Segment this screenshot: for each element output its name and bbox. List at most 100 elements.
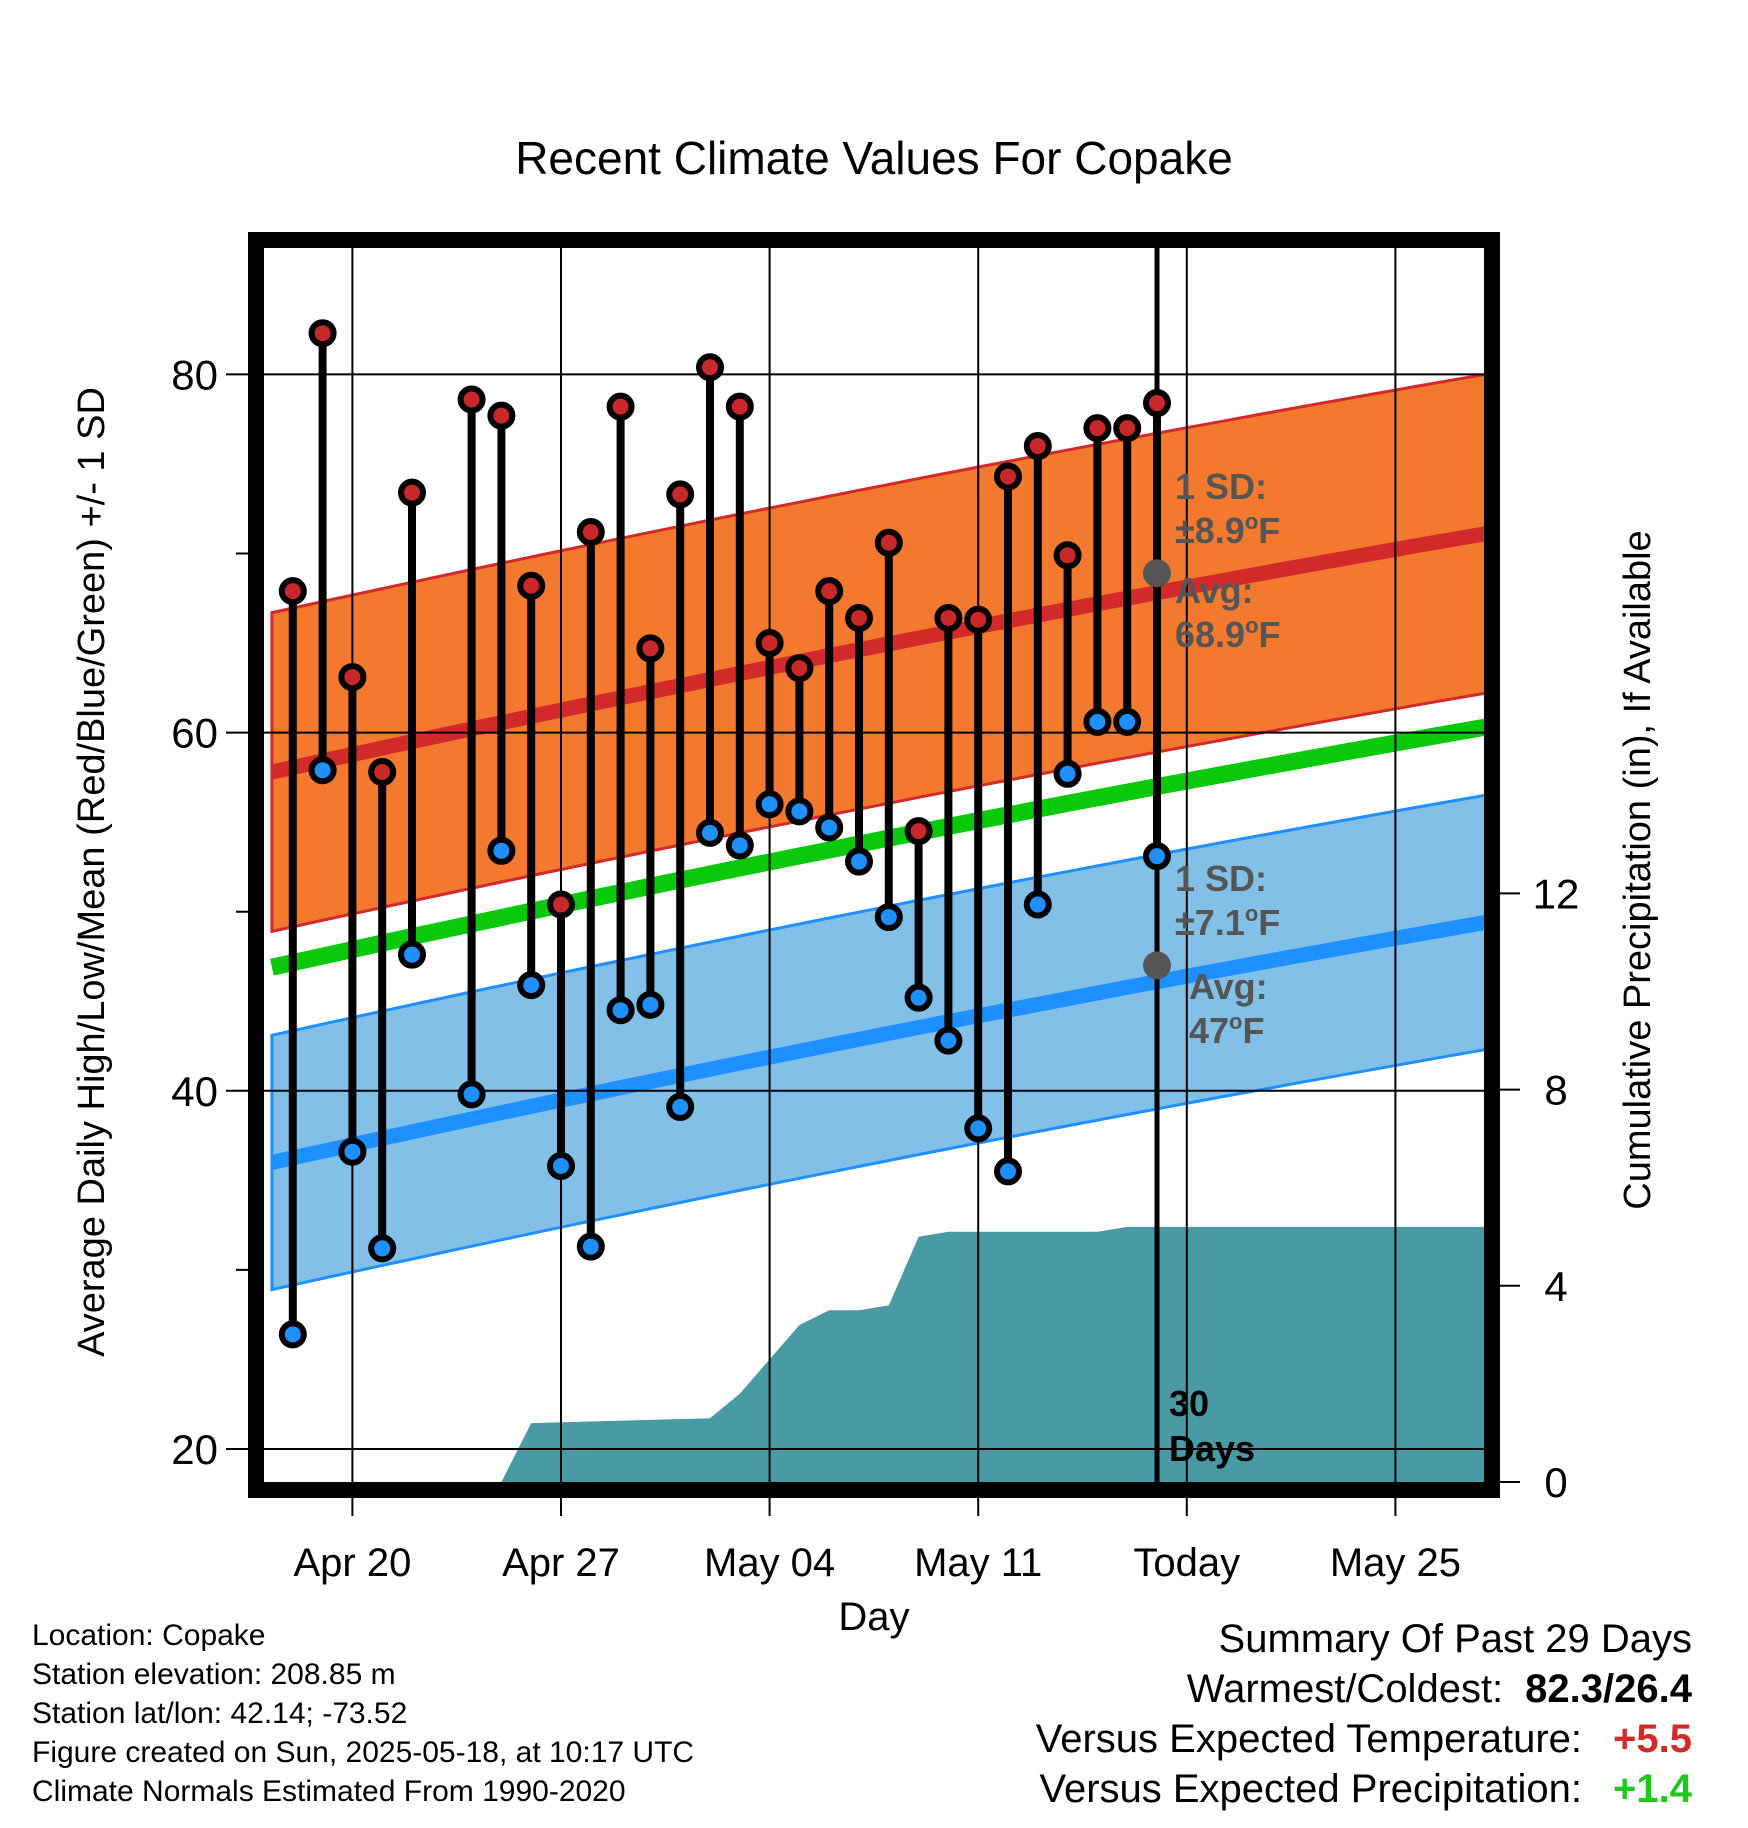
summary-precip-row: Versus Expected Precipitation: +1.4 — [1036, 1764, 1692, 1814]
low-avg-label: Avg: — [1189, 966, 1268, 1007]
low-point — [725, 831, 754, 860]
summary-panel: Summary Of Past 29 Days Warmest/Coldest:… — [1036, 1614, 1692, 1814]
plot-clip-group — [264, 248, 1484, 1482]
low-point — [576, 1232, 605, 1261]
summary-warmest-row: Warmest/Coldest: 82.3/26.4 — [1036, 1664, 1692, 1714]
high-point — [1113, 414, 1142, 443]
summary-title: Summary Of Past 29 Days — [1218, 1617, 1692, 1661]
x-tick-label: May 11 — [914, 1541, 1042, 1585]
y-tick-label: 60 — [171, 710, 218, 757]
low-point — [1113, 707, 1142, 736]
plot-frame — [248, 232, 1500, 1498]
low-point — [636, 990, 665, 1019]
today-high-avg-marker — [1143, 559, 1171, 588]
high-point — [576, 518, 605, 547]
low-point — [1053, 759, 1082, 788]
high-point — [725, 392, 754, 421]
high-avg-label: Avg: — [1175, 570, 1254, 611]
low-sd-label: 1 SD: — [1175, 858, 1267, 899]
station-info: Location: Copake Station elevation: 208.… — [32, 1616, 694, 1811]
high-point — [904, 817, 933, 846]
low-point — [606, 996, 635, 1025]
low-point — [934, 1026, 963, 1055]
y2-axis-label: Cumulative Precipitation (in), If Availa… — [1617, 530, 1659, 1209]
low-point — [368, 1234, 397, 1263]
y-tick-label: 80 — [171, 351, 218, 398]
high-point — [785, 654, 814, 683]
today-low-avg-marker — [1143, 951, 1171, 980]
y2-tick-label: 0 — [1544, 1459, 1567, 1506]
created-text: Figure created on Sun, 2025-05-18, at 10… — [32, 1736, 695, 1769]
temp-label: Versus Expected Temperature: — [1035, 1717, 1582, 1761]
low-avg-value: 47oF — [1189, 1009, 1265, 1051]
high-point — [845, 603, 873, 632]
low-point — [666, 1092, 695, 1121]
precip-label: Versus Expected Precipitation: — [1039, 1767, 1582, 1811]
low-point — [487, 836, 516, 865]
high-point — [755, 629, 784, 658]
high-point — [1083, 414, 1112, 443]
low-point — [696, 818, 724, 847]
x-tick-label: Today — [1133, 1541, 1240, 1585]
days-word-label: Days — [1169, 1428, 1255, 1469]
warmest-value: 82.3/26.4 — [1525, 1667, 1692, 1711]
days-count-label: 30 — [1169, 1383, 1209, 1424]
low-point — [338, 1137, 367, 1166]
low-point — [547, 1152, 575, 1181]
y-tick-label: 40 — [171, 1068, 218, 1115]
high-point — [1053, 541, 1082, 570]
high-avg-value: 68.9oF — [1175, 613, 1281, 655]
y-axis-label: Average Daily High/Low/Mean (Red/Blue/Gr… — [71, 387, 113, 1357]
y-tick-label: 20 — [171, 1426, 218, 1473]
high-point — [457, 385, 486, 414]
low-point — [278, 1320, 307, 1349]
x-tick-label: May 04 — [704, 1541, 835, 1585]
low-sd-value: ±7.1oF — [1175, 901, 1280, 943]
y2-tick-label: 8 — [1544, 1067, 1567, 1114]
low-point — [1083, 707, 1112, 736]
temp-value: +5.5 — [1613, 1717, 1692, 1761]
chart-title: Recent Climate Values For Copake — [515, 132, 1233, 184]
y2-tick-label: 4 — [1544, 1263, 1567, 1310]
x-tick-label: Apr 27 — [502, 1541, 620, 1585]
high-point — [666, 480, 695, 509]
high-point — [964, 605, 993, 634]
low-point — [755, 790, 784, 819]
low-point — [815, 813, 844, 842]
high-sd-label: 1 SD: — [1175, 466, 1267, 507]
latlon-text: Station lat/lon: 42.14; -73.52 — [32, 1697, 408, 1730]
low-point — [994, 1157, 1022, 1186]
high-sd-value: ±8.9oF — [1175, 509, 1280, 551]
elevation-text: Station elevation: 208.85 m — [32, 1658, 396, 1691]
precip-value: +1.4 — [1613, 1767, 1692, 1811]
precip-area — [501, 1226, 1484, 1482]
high-point — [1023, 432, 1052, 461]
high-point — [696, 353, 724, 382]
low-point — [457, 1080, 486, 1109]
low-point — [1023, 890, 1052, 919]
x-axis-label: Day — [838, 1595, 909, 1639]
low-mean-line — [270, 915, 1484, 1170]
high-point — [934, 603, 963, 632]
low-point — [308, 756, 337, 785]
y2-tick-label: 12 — [1533, 870, 1580, 917]
summary-temp-row: Versus Expected Temperature: +5.5 — [1036, 1714, 1692, 1764]
high-point — [487, 401, 516, 430]
low-point — [398, 940, 426, 969]
low-point — [904, 983, 933, 1012]
high-point — [636, 634, 665, 663]
high-point — [874, 528, 903, 557]
location-text: Location: Copake — [32, 1619, 266, 1652]
normals-text: Climate Normals Estimated From 1990-2020 — [32, 1775, 626, 1808]
high-point — [547, 890, 575, 919]
high-point — [368, 758, 397, 787]
low-point — [964, 1114, 993, 1143]
high-point — [517, 571, 546, 600]
low-point — [874, 903, 903, 932]
high-point — [338, 663, 367, 692]
high-point — [278, 577, 307, 606]
low-point — [1143, 842, 1171, 871]
high-point — [994, 462, 1022, 491]
